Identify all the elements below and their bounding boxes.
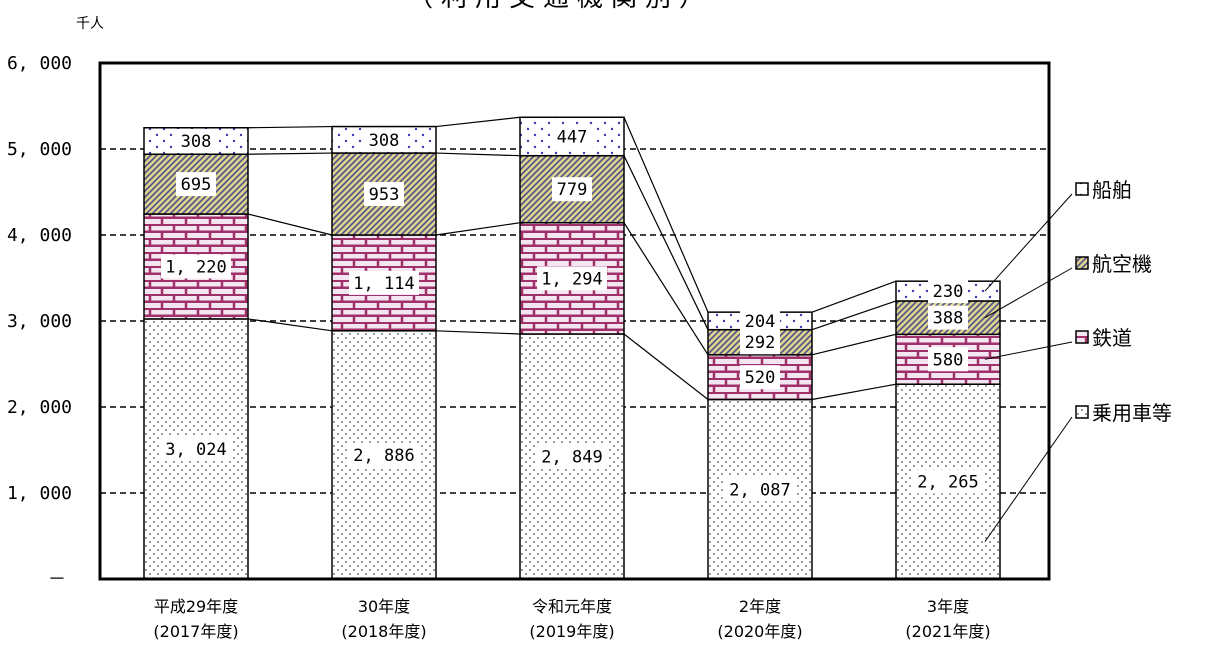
data-label: 292 bbox=[745, 333, 776, 353]
data-label: 1, 220 bbox=[165, 257, 226, 277]
series-connector bbox=[247, 125, 333, 129]
data-label-bg bbox=[161, 254, 231, 279]
x-tick-label-year: (2017年度) bbox=[153, 622, 238, 641]
data-label-bg bbox=[176, 129, 216, 154]
data-label-bg bbox=[740, 330, 780, 355]
x-tick-label: 2年度 bbox=[739, 597, 781, 616]
data-label-bg bbox=[349, 442, 419, 467]
series-connector bbox=[247, 213, 333, 236]
legend-leader bbox=[984, 416, 1073, 542]
plot-frame bbox=[98, 61, 1051, 581]
series-connector bbox=[435, 222, 521, 236]
series-connector bbox=[811, 333, 897, 356]
x-tick-label: 令和元年度 bbox=[532, 597, 612, 616]
y-tick-label: 5, 000 bbox=[7, 139, 72, 160]
data-label-bg bbox=[913, 469, 983, 494]
data-label: 695 bbox=[181, 175, 212, 195]
data-label: 447 bbox=[557, 127, 588, 147]
data-label: 1, 114 bbox=[353, 274, 414, 294]
data-label-bg bbox=[928, 305, 968, 330]
y-tick-label: － bbox=[48, 569, 66, 590]
data-label: 2, 265 bbox=[917, 473, 978, 493]
y-tick-label: 6, 000 bbox=[7, 53, 72, 74]
legend-label: 航空機 bbox=[1092, 252, 1152, 276]
data-label-bg bbox=[552, 177, 592, 202]
x-tick-label: 3年度 bbox=[927, 597, 969, 616]
legend-label: 乗用車等 bbox=[1092, 401, 1172, 425]
series-connector bbox=[435, 152, 521, 157]
data-label-bg bbox=[725, 477, 795, 502]
data-label-bg bbox=[928, 279, 968, 304]
data-label: 2, 886 bbox=[353, 446, 414, 466]
series-connector bbox=[811, 280, 897, 313]
series-connector bbox=[811, 300, 897, 331]
data-label-bg bbox=[364, 182, 404, 207]
legend-leader bbox=[984, 341, 1073, 360]
data-label-bg bbox=[740, 308, 780, 333]
data-label-bg bbox=[928, 347, 968, 372]
series-connector bbox=[623, 155, 709, 330]
y-tick-label: 2, 000 bbox=[7, 397, 72, 418]
data-label: 308 bbox=[181, 132, 212, 152]
legend-leader bbox=[984, 193, 1073, 292]
x-tick-label-year: (2019年度) bbox=[529, 622, 614, 641]
data-label: 1, 294 bbox=[541, 269, 602, 289]
y-tick-label: 1, 000 bbox=[7, 483, 72, 504]
series-connector bbox=[623, 222, 709, 356]
data-label-bg bbox=[552, 124, 592, 149]
legend-swatch-ship bbox=[1075, 182, 1089, 196]
series-connector bbox=[623, 333, 709, 400]
series-connector bbox=[247, 318, 333, 332]
legend-swatch-car bbox=[1075, 405, 1089, 419]
series-connector bbox=[623, 117, 709, 313]
data-label-bg bbox=[537, 266, 607, 291]
data-label: 2, 087 bbox=[729, 480, 790, 500]
data-label-bg bbox=[740, 365, 780, 390]
x-tick-label-year: (2021年度) bbox=[905, 622, 990, 641]
legend-swatch-rail bbox=[1075, 330, 1089, 344]
x-tick-label-year: (2020年度) bbox=[717, 622, 802, 641]
data-label: 204 bbox=[745, 312, 776, 332]
series-connector bbox=[435, 330, 521, 335]
unit-label: 千人 bbox=[76, 16, 104, 32]
data-label: 580 bbox=[933, 350, 964, 370]
legend-label: 鉄道 bbox=[1092, 326, 1132, 350]
series-connector bbox=[811, 383, 897, 401]
x-tick-label-year: (2018年度) bbox=[341, 622, 426, 641]
data-label-bg bbox=[349, 270, 419, 295]
legend-leader bbox=[984, 267, 1073, 319]
chart-title: （利用交通機関別） bbox=[407, 0, 713, 13]
data-label: 388 bbox=[933, 309, 964, 329]
x-tick-label: 30年度 bbox=[358, 597, 410, 616]
series-connector bbox=[247, 152, 333, 155]
data-label-bg bbox=[364, 127, 404, 152]
legend-label: 船舶 bbox=[1092, 178, 1132, 202]
data-label: 953 bbox=[369, 185, 400, 205]
legend-swatch-air bbox=[1075, 256, 1089, 270]
data-label: 308 bbox=[369, 131, 400, 151]
data-label-bg bbox=[161, 436, 231, 461]
x-tick-label: 平成29年度 bbox=[154, 597, 238, 616]
data-label-bg bbox=[176, 172, 216, 197]
data-label: 230 bbox=[933, 282, 964, 302]
data-label: 520 bbox=[745, 368, 776, 388]
series-connector bbox=[435, 116, 521, 128]
data-label: 2, 849 bbox=[541, 447, 602, 467]
data-label: 3, 024 bbox=[165, 440, 226, 460]
y-tick-label: 4, 000 bbox=[7, 225, 72, 246]
y-tick-label: 3, 000 bbox=[7, 311, 72, 332]
data-label: 779 bbox=[557, 180, 588, 200]
data-label-bg bbox=[537, 444, 607, 469]
